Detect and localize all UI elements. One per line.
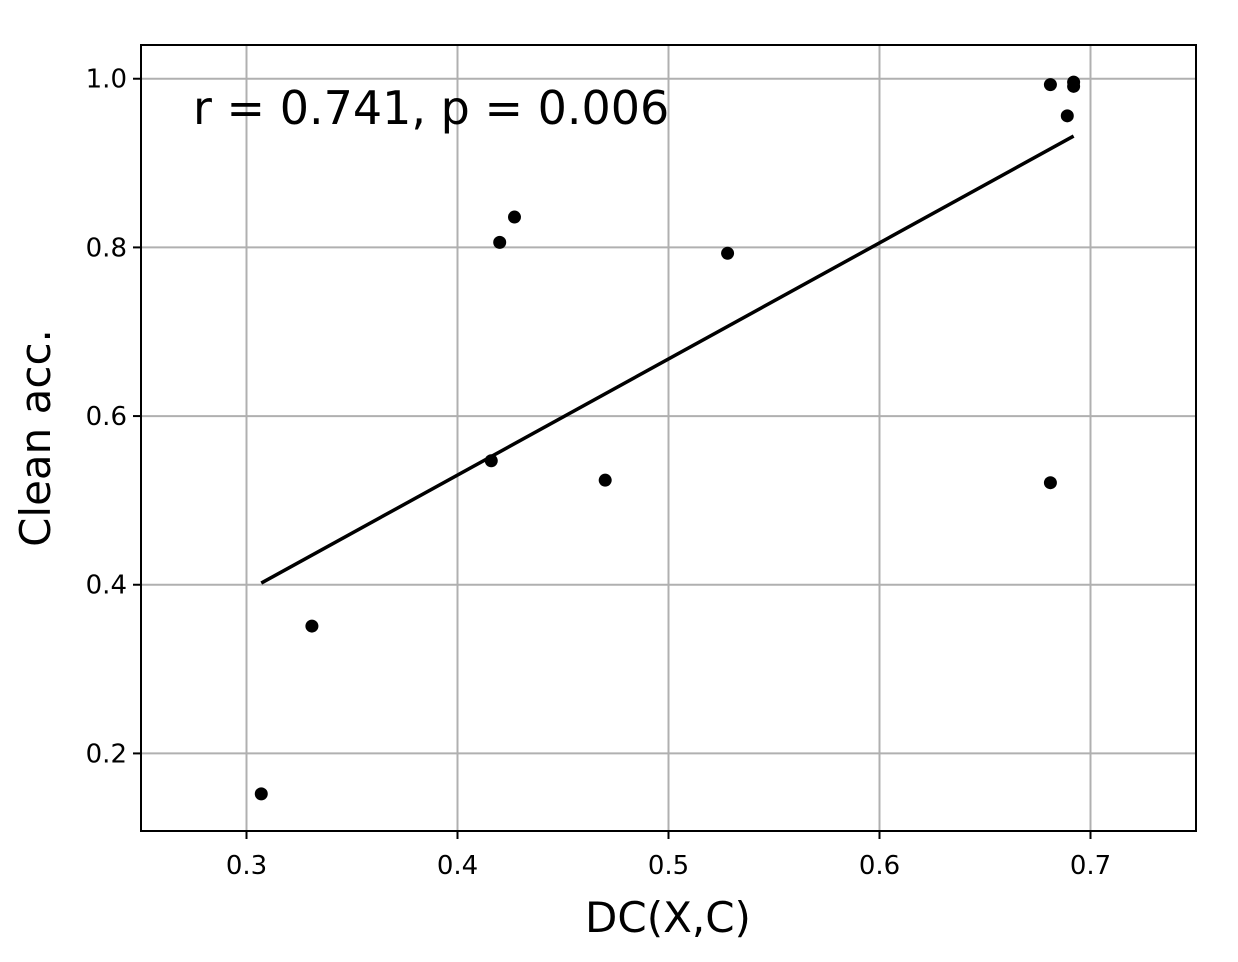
plot-frame bbox=[140, 44, 1197, 832]
data-point bbox=[507, 210, 521, 224]
data-point bbox=[1067, 75, 1081, 89]
x-tick-label: 0.5 bbox=[648, 851, 689, 881]
x-tick-label: 0.7 bbox=[1070, 851, 1111, 881]
x-tick-label: 0.4 bbox=[437, 851, 478, 881]
data-point bbox=[493, 235, 507, 249]
grid-lines bbox=[141, 45, 1196, 831]
data-point bbox=[598, 473, 612, 487]
y-tick-label: 0.2 bbox=[86, 739, 127, 769]
data-point bbox=[484, 454, 498, 468]
y-tick-label: 0.6 bbox=[86, 402, 127, 432]
data-point bbox=[305, 619, 319, 633]
y-tick-label: 1.0 bbox=[86, 65, 127, 95]
data-point bbox=[1060, 109, 1074, 123]
y-axis-label: Clean acc. bbox=[11, 329, 60, 547]
y-tick-label: 0.4 bbox=[86, 571, 127, 601]
x-tick-label: 0.6 bbox=[859, 851, 900, 881]
regression-line bbox=[260, 134, 1075, 585]
data-point bbox=[1043, 78, 1057, 92]
x-tick-labels: 0.3 0.4 0.5 0.6 0.7 bbox=[226, 851, 1111, 881]
data-point bbox=[1043, 476, 1057, 490]
y-tick-labels: 0.2 0.4 0.6 0.8 1.0 bbox=[86, 65, 127, 770]
data-point bbox=[721, 246, 735, 260]
x-tick-label: 0.3 bbox=[226, 851, 267, 881]
x-axis-label: DC(X,C) bbox=[585, 893, 751, 942]
data-points bbox=[254, 75, 1081, 801]
data-point bbox=[254, 787, 268, 801]
y-tick-label: 0.8 bbox=[86, 233, 127, 263]
correlation-annotation: r = 0.741, p = 0.006 bbox=[193, 81, 669, 135]
axis-ticks bbox=[133, 77, 1092, 839]
